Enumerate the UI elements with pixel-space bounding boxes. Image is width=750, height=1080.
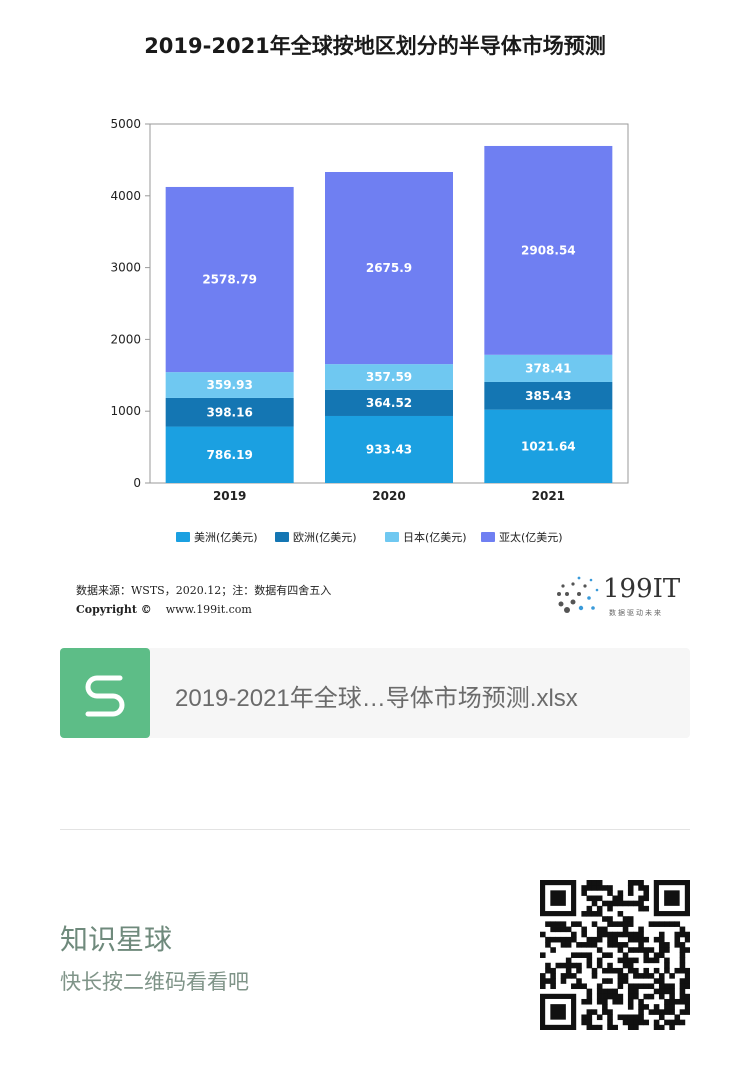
file-name: 2019-2021年全球…导体市场预测.xlsx <box>175 685 578 712</box>
y-tick-label: 5000 <box>110 117 141 131</box>
legend-swatch <box>481 532 495 542</box>
legend-label: 欧洲(亿美元) <box>293 531 357 544</box>
data-label: 398.16 <box>207 405 253 419</box>
bar-segment-2021-1 <box>484 381 613 410</box>
source-note: 数据来源：WSTS，2020.12；注：数据有四舍五入 <box>76 584 332 597</box>
x-tick-label: 2019 <box>213 489 246 503</box>
spreadsheet-s-icon <box>60 648 150 738</box>
legend-swatch <box>275 532 289 542</box>
bar-segment-2019-3 <box>165 186 294 373</box>
logo-text: 199IT <box>603 574 681 604</box>
data-label: 2908.54 <box>521 243 576 257</box>
chart-title: 2019-2021年全球按地区划分的半导体市场预测 <box>144 34 606 58</box>
qr-instruction: 快长按二维码看看吧 <box>60 970 249 994</box>
qr-code[interactable] <box>540 880 690 1030</box>
bar-segment-2019-1 <box>165 397 294 427</box>
y-tick-label: 3000 <box>110 261 141 275</box>
logo-dots-icon <box>557 576 599 613</box>
data-label: 357.59 <box>366 370 412 384</box>
bar-segment-2019-2 <box>165 372 294 398</box>
file-attachment-card[interactable]: 2019-2021年全球…导体市场预测.xlsx <box>60 648 690 738</box>
divider <box>60 829 690 830</box>
data-label: 1021.64 <box>521 439 576 453</box>
bar-segment-2020-1 <box>325 389 453 416</box>
x-tick-label: 2020 <box>372 489 405 503</box>
bar-segment-2021-2 <box>484 354 613 382</box>
logo-subtitle: 数据驱动未来 <box>609 609 663 617</box>
data-label: 786.19 <box>207 448 253 462</box>
bar-segment-2019-0 <box>165 426 294 483</box>
stacked-bar-chart: 0 1000 2000 3000 4000 5000 786.19 398.16 359.93 2… <box>110 117 629 544</box>
bar-segment-2021-0 <box>484 409 613 483</box>
y-tick-label: 1000 <box>110 404 141 418</box>
y-tick-label: 0 <box>133 476 141 490</box>
copyright-line: Copyright © www.199it.com <box>76 603 252 616</box>
199it-logo: 199IT 数据驱动未来 <box>553 572 693 622</box>
copyright-url[interactable]: www.199it.com <box>165 603 252 616</box>
x-tick-label: 2021 <box>532 489 565 503</box>
legend-label: 美洲(亿美元) <box>194 531 258 544</box>
knowledge-planet-title: 知识星球 <box>60 923 173 956</box>
data-label: 2578.79 <box>202 273 257 287</box>
legend-swatch <box>176 532 190 542</box>
y-tick-label: 4000 <box>110 189 141 203</box>
data-label: 359.93 <box>207 378 253 392</box>
legend-label: 亚太(亿美元) <box>499 531 563 544</box>
data-label: 364.52 <box>366 396 412 410</box>
copyright-label: Copyright © <box>76 603 152 616</box>
y-tick-label: 2000 <box>110 332 141 346</box>
data-label: 2675.9 <box>366 261 412 275</box>
legend-swatch <box>385 532 399 542</box>
legend-label: 日本(亿美元) <box>403 530 467 544</box>
data-label: 378.41 <box>525 361 571 375</box>
bar-segment-2021-3 <box>484 145 613 355</box>
data-label: 385.43 <box>525 389 571 403</box>
bar-segment-2020-0 <box>325 415 453 483</box>
data-label: 933.43 <box>366 442 412 456</box>
bar-segment-2020-3 <box>325 172 453 365</box>
bar-segment-2020-2 <box>325 364 453 390</box>
